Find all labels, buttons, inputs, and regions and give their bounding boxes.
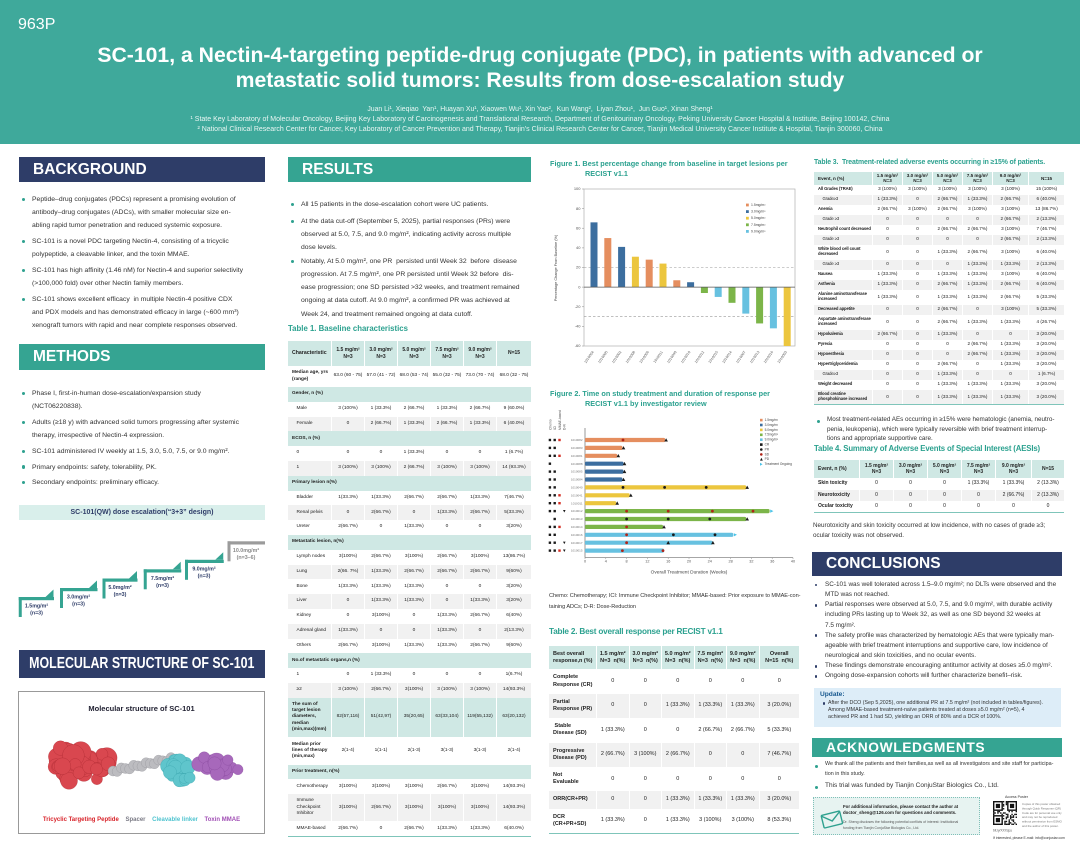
svg-text:12: 12 bbox=[645, 560, 649, 564]
svg-text:1010010: 1010010 bbox=[680, 350, 691, 364]
svg-text:5.0mg/m²: 5.0mg/m² bbox=[108, 585, 131, 591]
svg-text:(n=3–6): (n=3–6) bbox=[237, 555, 256, 561]
svg-text:PR: PR bbox=[765, 447, 770, 451]
svg-text:Access Poster: Access Poster bbox=[1005, 795, 1029, 799]
svg-text:20: 20 bbox=[687, 560, 691, 564]
svg-text:(n=3): (n=3) bbox=[156, 583, 169, 589]
svg-text:1010014: 1010014 bbox=[571, 525, 583, 529]
svg-text:1010015: 1010015 bbox=[571, 549, 583, 553]
svg-text:1010002: 1010002 bbox=[611, 350, 622, 364]
svg-text:1010005: 1010005 bbox=[597, 350, 608, 364]
svg-text:1010084: 1010084 bbox=[571, 478, 583, 482]
svg-text:1010014: 1010014 bbox=[722, 350, 733, 364]
svg-text:80: 80 bbox=[576, 206, 581, 211]
svg-text:SD: SD bbox=[765, 452, 770, 456]
svg-text:7.5mg/m²: 7.5mg/m² bbox=[765, 433, 778, 437]
svg-text:1010008: 1010008 bbox=[625, 350, 636, 364]
svg-text:1.5mg/m²: 1.5mg/m² bbox=[765, 418, 778, 422]
svg-text:Copies of this poster obtained: Copies of this poster obtained bbox=[1022, 802, 1061, 806]
svg-text:0: 0 bbox=[578, 284, 581, 289]
svg-text:7.5mg/m²: 7.5mg/m² bbox=[151, 576, 174, 582]
svg-text:1010040: 1010040 bbox=[666, 350, 677, 364]
svg-text:(n=3): (n=3) bbox=[114, 592, 127, 598]
svg-text:1010081: 1010081 bbox=[571, 454, 583, 458]
svg-text:-40: -40 bbox=[575, 324, 582, 329]
svg-text:20: 20 bbox=[576, 265, 581, 270]
svg-text:100: 100 bbox=[574, 186, 581, 191]
svg-text:MMAE-based: MMAE-based bbox=[558, 410, 562, 430]
svg-text:1010041: 1010041 bbox=[571, 493, 583, 497]
svg-text:1010011: 1010011 bbox=[653, 350, 664, 364]
svg-text:3.0mg/m²: 3.0mg/m² bbox=[67, 595, 90, 601]
svg-text:4: 4 bbox=[605, 560, 607, 564]
svg-text:3.0mg/m²: 3.0mg/m² bbox=[765, 423, 778, 427]
svg-text:1010016: 1010016 bbox=[571, 533, 583, 537]
svg-text:60: 60 bbox=[576, 226, 581, 231]
svg-text:1010012: 1010012 bbox=[694, 350, 705, 364]
svg-text:10.0mg/m²: 10.0mg/m² bbox=[233, 548, 259, 554]
svg-text:28: 28 bbox=[728, 560, 732, 564]
svg-text:(n=3): (n=3) bbox=[198, 573, 211, 579]
svg-text:Overall Treatment Duration (We: Overall Treatment Duration (Weeks) bbox=[651, 570, 728, 576]
svg-text:1010040: 1010040 bbox=[571, 486, 583, 490]
svg-text:-60: -60 bbox=[575, 343, 582, 348]
svg-text:1010016: 1010016 bbox=[763, 350, 774, 364]
svg-text:1010011: 1010011 bbox=[571, 501, 583, 505]
svg-text:-20: -20 bbox=[575, 304, 582, 309]
svg-text:PD: PD bbox=[765, 457, 770, 461]
svg-text:3.0mg/m²: 3.0mg/m² bbox=[751, 210, 766, 214]
svg-text:CR: CR bbox=[765, 443, 770, 447]
svg-text:1.5mg/m²: 1.5mg/m² bbox=[25, 604, 48, 610]
svg-text:1010088: 1010088 bbox=[571, 462, 583, 466]
svg-text:5.0mg/m²: 5.0mg/m² bbox=[765, 428, 778, 432]
svg-text:1010017: 1010017 bbox=[571, 541, 583, 545]
svg-text:Treatment Ongoing: Treatment Ongoing bbox=[765, 462, 793, 466]
svg-text:5.0mg/m²: 5.0mg/m² bbox=[751, 216, 766, 220]
svg-text:(n=3): (n=3) bbox=[30, 611, 43, 617]
svg-text:1.5mg/m²: 1.5mg/m² bbox=[751, 203, 766, 207]
svg-text:0: 0 bbox=[584, 560, 586, 564]
svg-text:without permission from ESMO: without permission from ESMO bbox=[1022, 820, 1063, 824]
svg-text:through Quick Response (QR): through Quick Response (QR) bbox=[1022, 806, 1061, 810]
svg-text:1010006: 1010006 bbox=[639, 350, 650, 364]
svg-text:1010012: 1010012 bbox=[571, 509, 583, 513]
svg-text:36: 36 bbox=[770, 560, 774, 564]
svg-text:and may not be reproduced: and may not be reproduced bbox=[1022, 815, 1058, 819]
svg-text:7.5mg/m²: 7.5mg/m² bbox=[751, 223, 766, 227]
svg-text:32: 32 bbox=[749, 560, 753, 564]
svg-text:1010085: 1010085 bbox=[571, 470, 583, 474]
svg-text:16: 16 bbox=[666, 560, 670, 564]
svg-text:Percentage Change From Baselin: Percentage Change From Baseline (%) bbox=[554, 234, 558, 301]
svg-text:1010082: 1010082 bbox=[571, 438, 583, 442]
svg-text:1010083: 1010083 bbox=[571, 446, 583, 450]
svg-text:bit.ly/XXXqLu: bit.ly/XXXqLu bbox=[993, 829, 1012, 833]
svg-text:1010013: 1010013 bbox=[571, 517, 583, 521]
svg-text:Code are for personal use only: Code are for personal use only bbox=[1022, 811, 1062, 815]
svg-text:1010015: 1010015 bbox=[708, 350, 719, 364]
svg-text:9.0mg/m²: 9.0mg/m² bbox=[192, 566, 215, 572]
svg-text:(n=3): (n=3) bbox=[72, 602, 85, 608]
svg-text:1010013: 1010013 bbox=[749, 350, 760, 364]
svg-text:If interested, please E-mail:: If interested, please E-mail: info@conju… bbox=[993, 836, 1065, 840]
svg-text:ICI: ICI bbox=[553, 426, 557, 430]
svg-text:8: 8 bbox=[626, 560, 628, 564]
svg-text:1010004: 1010004 bbox=[584, 350, 595, 364]
svg-text:1010007: 1010007 bbox=[735, 350, 746, 364]
svg-text:D-R: D-R bbox=[563, 424, 567, 430]
svg-text:40: 40 bbox=[791, 560, 795, 564]
svg-text:40: 40 bbox=[576, 245, 581, 250]
svg-text:9.0mg/m²: 9.0mg/m² bbox=[751, 229, 766, 233]
svg-text:and the author of this poster.: and the author of this poster. bbox=[1022, 824, 1059, 828]
svg-text:9.0mg/m²: 9.0mg/m² bbox=[765, 438, 778, 442]
svg-text:1010003: 1010003 bbox=[777, 350, 788, 364]
svg-text:Chemo: Chemo bbox=[548, 419, 552, 430]
svg-text:24: 24 bbox=[708, 560, 712, 564]
